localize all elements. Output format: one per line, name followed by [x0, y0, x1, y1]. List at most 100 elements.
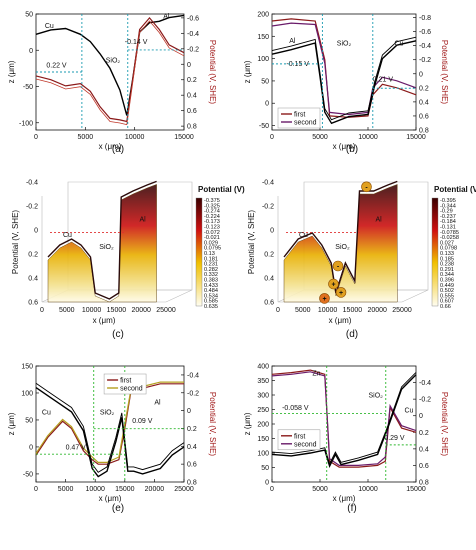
panel-a-frame	[35, 13, 185, 131]
panel-d-surface	[283, 184, 398, 303]
panel-b-annotation: 0.21 V	[373, 76, 394, 83]
panel-c-colorbar-label: 0.484	[204, 288, 218, 294]
panel-c-colorbar-label: 0.635	[204, 304, 218, 310]
panel-d-colorbar-label: 0.185	[440, 256, 454, 262]
panel-c-annotation: Al	[140, 217, 147, 224]
panel-a-annotation: -0.14 V	[125, 39, 148, 46]
panel-e-legend-label: first	[120, 378, 131, 385]
panel-c-colorbar-label: 0.13	[204, 251, 215, 257]
panel-c-colorbar-title: Potential (V)	[198, 185, 245, 194]
panel-c-colorbar-label: 0.383	[204, 278, 218, 284]
panel-b-y2tick-label: 0.6	[419, 113, 429, 120]
panel-a-y2tick-label: -0.4	[187, 31, 199, 38]
panel-d-colorbar-label: -0.184	[440, 219, 456, 225]
panel-b-topography-line-2	[271, 36, 417, 121]
panel-e-y2tick-label: 0.2	[187, 426, 197, 433]
panel-d-xtick-label: 0	[276, 307, 280, 314]
panel-f-caption: (f)	[347, 503, 356, 514]
panel-f-ytick-label: 50	[261, 465, 269, 472]
panel-e-xtick-label: 5000	[58, 486, 74, 493]
panel-f-legend-label: first	[294, 433, 305, 440]
panel-b-xtick-label: 10000	[358, 134, 378, 141]
panel-d-xtick-label: 5000	[295, 307, 311, 314]
panel-c-xlabel: x (μm)	[93, 316, 116, 325]
panel-d-ion-marker	[332, 260, 344, 272]
panel-b-legend-label: first	[294, 112, 305, 119]
panel-f-xtick-label: 0	[270, 486, 274, 493]
panel-b-ytick-label: -50	[259, 123, 269, 130]
panel-d-ytick-label: -0.4	[262, 180, 274, 187]
panel-c-colorbar-label: 0.433	[204, 283, 218, 289]
panel-f-ytick-label: 250	[257, 407, 269, 414]
panel-d-xtick-label: 25000	[392, 307, 412, 314]
panel-f-xlabel: x (μm)	[333, 494, 356, 503]
panel-e-legend-box	[103, 373, 147, 395]
panel-e-annotation: 0.47 V	[66, 445, 87, 452]
panel-c-colorbar-label: -0.375	[204, 198, 220, 204]
panel-d-xtick-label: 20000	[367, 307, 387, 314]
panel-d-colorbar-label: 0.607	[440, 299, 454, 305]
panel-f-legend-label: second	[294, 441, 317, 448]
panel-a-y2tick-label: -0.6	[187, 15, 199, 22]
panel-e-legend-label: second	[120, 386, 143, 393]
panel-b-caption: (b)	[346, 144, 358, 155]
panel-e-xtick-label: 15000	[115, 486, 135, 493]
panel-e-ytick-label: 150	[21, 364, 33, 371]
panel-d-ion-sign: +	[339, 290, 343, 297]
panel-f-series-second	[271, 371, 417, 466]
panel-d-colorbar-label: 0.344	[440, 272, 454, 278]
panel-d-colorbar-label: 0.555	[440, 293, 454, 299]
panel-c-ytick-label: -0.4	[26, 180, 38, 187]
panel-a-y2tick-label: 0.2	[187, 77, 197, 84]
panel-b-xlabel: x (μm)	[333, 142, 356, 151]
panel-b-y2tick-label: -0.4	[419, 43, 431, 50]
panel-c-xtick-label: 0	[40, 307, 44, 314]
panel-d-xtick-label: 10000	[318, 307, 338, 314]
panel-e-caption: (e)	[112, 503, 124, 514]
panel-b-y2tick-label: -0.2	[419, 57, 431, 64]
panel-c-colorbar-label: 0.534	[204, 293, 218, 299]
panel-d-colorbar-label: -0.0785	[440, 230, 459, 236]
panel-b-ytick-label: 50	[261, 78, 269, 85]
panel-c-ylabel: Potential (V, SHE)	[11, 210, 20, 275]
panel-a-caption: (a)	[112, 144, 124, 155]
panel-e-xtick-label: 20000	[145, 486, 165, 493]
panel-f-y2label: Potential (V, SHE)	[440, 392, 449, 457]
panel-d-colorbar-label: -0.344	[440, 203, 456, 209]
panel-e-y2tick-label: 0.6	[187, 462, 197, 469]
panel-e-xlabel: x (μm)	[99, 494, 122, 503]
panel-a-xlabel: x (μm)	[99, 142, 122, 151]
panel-d-ion-marker	[335, 287, 347, 298]
panel-f-ytick-label: 350	[257, 378, 269, 385]
panel-d-xtick-label: 15000	[343, 307, 363, 314]
panel-f-topography-line-2	[271, 372, 417, 465]
panel-f-ytick-label: 100	[257, 451, 269, 458]
panel-e-y2tick-label: -0.2	[187, 390, 199, 397]
panel-b-y2tick-label: 0.4	[419, 99, 429, 106]
panel-d-ion-sign: -	[337, 264, 340, 271]
panel-e-y2tick-label: 0.8	[187, 480, 197, 487]
panel-b-legend-box	[277, 107, 321, 129]
panel-f-xtick-label: 15000	[406, 486, 426, 493]
panel-d-colorbar-title: Potential (V)	[434, 185, 476, 194]
panel-a-xtick-label: 5000	[78, 134, 94, 141]
panel-f-ytick-label: 200	[257, 422, 269, 429]
panel-b-y2tick-label: 0	[419, 71, 423, 78]
panel-c-xtick-label: 20000	[131, 307, 151, 314]
panel-e-frame	[35, 365, 185, 483]
panel-d-colorbar-label: -0.237	[440, 214, 456, 220]
panel-a-xtick-label: 15000	[174, 134, 194, 141]
panel-e-ytick-label: 100	[21, 390, 33, 397]
panel-b-ytick-label: 0	[265, 101, 269, 108]
panel-e-ytick-label: -50	[23, 471, 33, 478]
panel-f-ytick-label: 300	[257, 393, 269, 400]
panel-b-topography-line	[271, 40, 417, 125]
panel-b-y2tick-label: -0.6	[419, 29, 431, 36]
panel-d-ytick-label: 0.2	[264, 252, 274, 259]
panel-f-y2tick-label: 0.2	[419, 430, 429, 437]
panel-d-colorbar-label: 0.238	[440, 262, 454, 268]
panel-c-colorbar-label: -0.123	[204, 225, 220, 231]
panel-f-ytick-label: 0	[265, 480, 269, 487]
panel-c-ytick-label: -0.2	[26, 204, 38, 211]
